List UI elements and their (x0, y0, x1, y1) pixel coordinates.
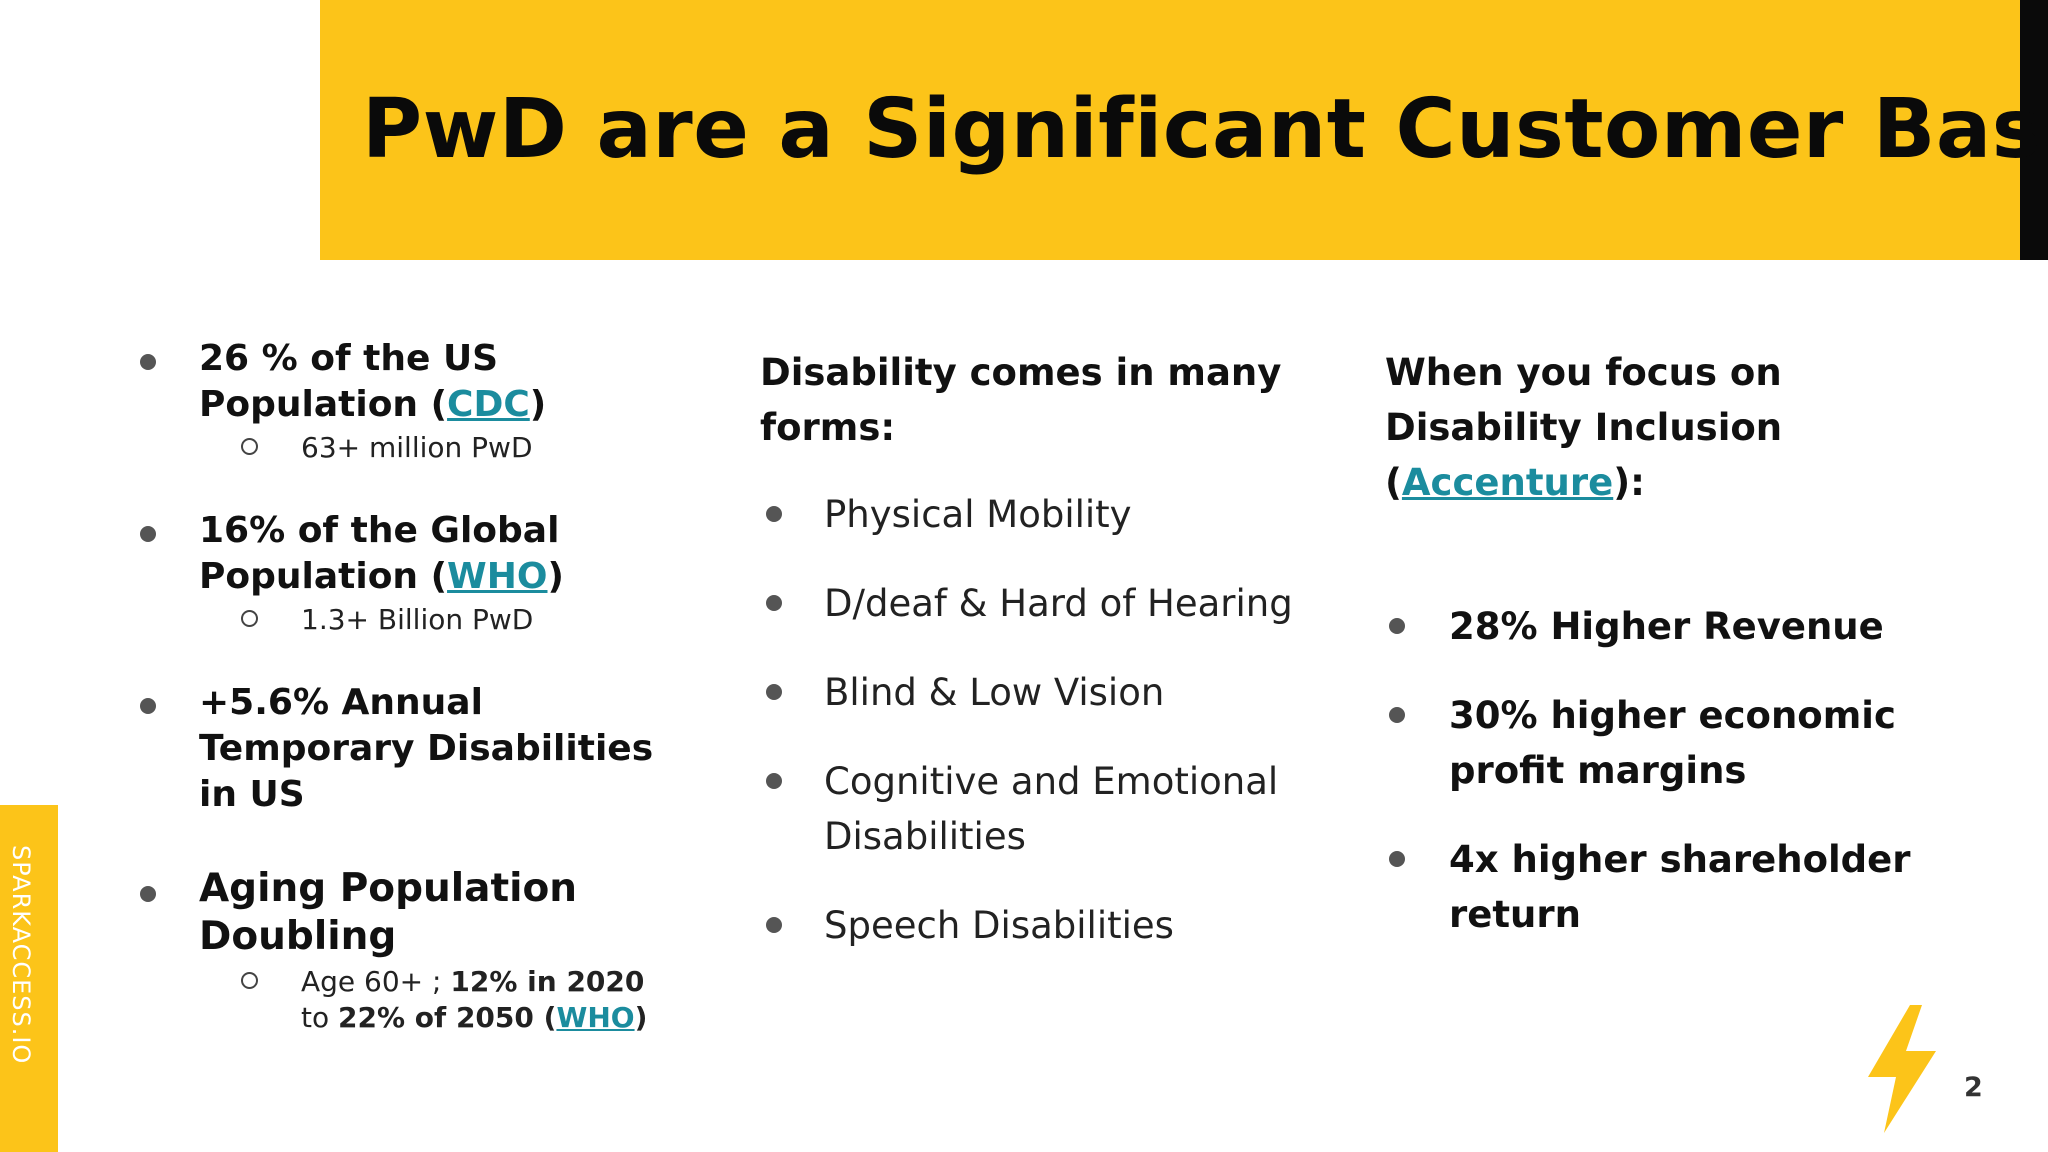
bullet-dot (1389, 707, 1405, 723)
form-item-cognitive-line1: Cognitive and Emotional (824, 760, 1279, 803)
forms-heading-line1: Disability comes in many (760, 351, 1282, 394)
cdc-link[interactable]: CDC (447, 384, 530, 425)
bullet-dot (140, 698, 156, 714)
form-item-hearing: D/deaf & Hard of Hearing (824, 582, 1293, 625)
benefit-shareholder-line2: return (1449, 893, 1581, 936)
benefit-profit-line2: profit margins (1449, 749, 1747, 792)
aging-sub-text: Age 60+ ; (301, 965, 451, 998)
bullet-dot (1389, 618, 1405, 634)
bullet-dot (766, 684, 782, 700)
stat-aging-line1: Aging Population (199, 866, 578, 911)
stat-aging-line2: Doubling (199, 914, 397, 959)
header-edge-bar (2020, 0, 2048, 260)
sub-bullet-circle (241, 438, 258, 455)
lightning-bolt-icon (1868, 1005, 1936, 1133)
stat-global-text: Population ( (199, 556, 448, 597)
stat-temp-line2: Temporary Disabilities (199, 728, 654, 769)
focus-heading-line1: When you focus on (1385, 351, 1782, 394)
bullet-dot (1389, 851, 1405, 867)
stat-aging-sub-line1: Age 60+ ; 12% in 2020 (301, 964, 644, 1000)
stat-global-line1: 16% of the Global (199, 510, 560, 551)
forms-heading-line2: forms: (760, 406, 896, 449)
header-band (320, 0, 2020, 260)
focus-heading-open: ( (1385, 461, 1402, 504)
focus-heading-line3: (Accenture): (1385, 455, 1645, 510)
bullet-dot (140, 526, 156, 542)
accenture-link[interactable]: Accenture (1401, 461, 1614, 504)
form-item-vision: Blind & Low Vision (824, 671, 1165, 714)
focus-heading-close: ): (1613, 461, 1645, 504)
stat-global-line2: Population (WHO) (199, 554, 564, 600)
bullet-dot (766, 595, 782, 611)
benefit-shareholder-line1: 4x higher shareholder (1449, 838, 1911, 881)
focus-heading-line2: Disability Inclusion (1385, 406, 1783, 449)
bullet-dot (140, 354, 156, 370)
form-item-speech: Speech Disabilities (824, 904, 1174, 947)
form-item-mobility: Physical Mobility (824, 493, 1132, 536)
stat-aging-sub-line2: to 22% of 2050 (WHO) (301, 1000, 647, 1036)
sub-bullet-circle (241, 610, 258, 627)
side-brand-tab: SPARKACCESS.IO (0, 805, 58, 1152)
stat-temp-line1: +5.6% Annual (199, 682, 483, 723)
aging-sub-2050: 22% of 2050 ( (338, 1001, 557, 1034)
form-item-cognitive-line2: Disabilities (824, 815, 1026, 858)
stat-temp-line3: in US (199, 774, 305, 815)
benefit-revenue: 28% Higher Revenue (1449, 605, 1884, 648)
stat-us-text: Population ( (199, 384, 448, 425)
page-number: 2 (1964, 1072, 1983, 1103)
benefit-profit-line1: 30% higher economic (1449, 694, 1896, 737)
aging-sub-close: ) (634, 1001, 648, 1034)
bullet-dot (766, 917, 782, 933)
who-link[interactable]: WHO (447, 556, 548, 597)
side-brand-label: SPARKACCESS.IO (7, 845, 35, 1065)
stat-us-close: ) (529, 384, 547, 425)
stat-global-close: ) (547, 556, 564, 597)
who-link-2[interactable]: WHO (556, 1001, 635, 1034)
aging-sub-to: to (301, 1001, 339, 1034)
sub-bullet-circle (241, 972, 258, 989)
stat-us-sub: 63+ million PwD (301, 431, 533, 464)
bullet-dot (140, 886, 156, 902)
bullet-dot (766, 773, 782, 789)
stat-us-line1: 26 % of the US (199, 338, 499, 379)
stat-us-line2: Population (CDC) (199, 382, 546, 428)
aging-sub-2020: 12% in 2020 (450, 965, 645, 998)
slide-title: PwD are a Significant Customer Base (362, 82, 2048, 177)
bullet-dot (766, 506, 782, 522)
stat-global-sub: 1.3+ Billion PwD (301, 603, 534, 636)
